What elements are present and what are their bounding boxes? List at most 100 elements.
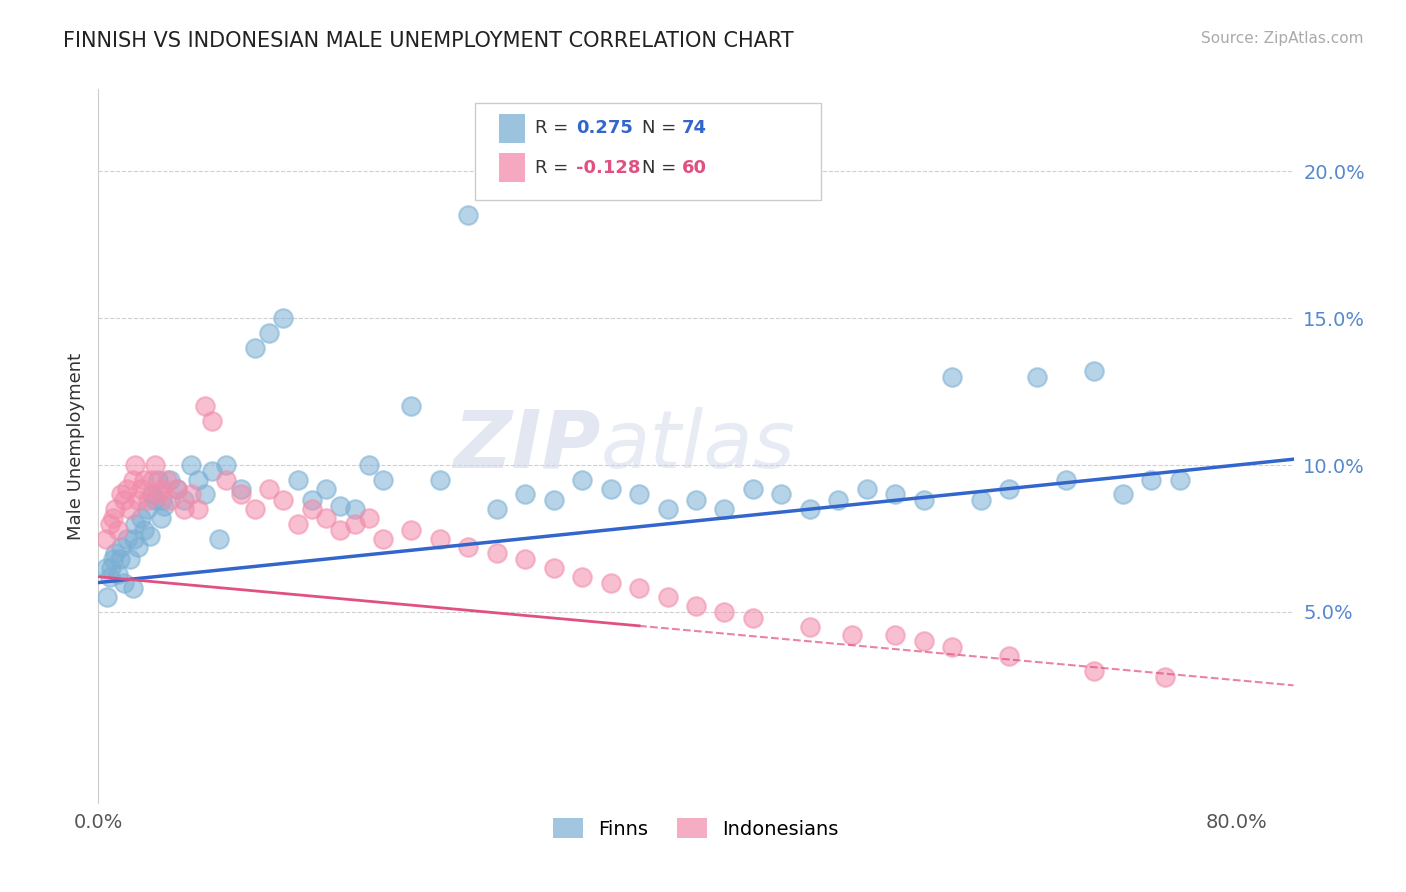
Point — [180, 487, 202, 501]
Text: FINNISH VS INDONESIAN MALE UNEMPLOYMENT CORRELATION CHART: FINNISH VS INDONESIAN MALE UNEMPLOYMENT … — [63, 31, 794, 51]
FancyBboxPatch shape — [499, 114, 524, 143]
Point — [401, 400, 423, 414]
Point — [884, 628, 907, 642]
Point — [152, 493, 174, 508]
Point — [257, 482, 280, 496]
Point — [201, 464, 224, 478]
Point — [135, 502, 157, 516]
Point — [121, 582, 143, 596]
Point — [357, 511, 380, 525]
Point — [799, 502, 821, 516]
Point — [998, 648, 1021, 663]
Point — [515, 552, 537, 566]
Point — [229, 487, 252, 501]
Point — [141, 473, 163, 487]
Point — [301, 493, 323, 508]
Point — [124, 458, 146, 472]
Point — [152, 482, 174, 496]
Point — [287, 516, 309, 531]
Text: Source: ZipAtlas.com: Source: ZipAtlas.com — [1201, 31, 1364, 46]
Text: N =: N = — [643, 159, 682, 177]
Point — [485, 502, 508, 516]
Point — [96, 591, 118, 605]
Point — [243, 502, 266, 516]
Point — [273, 311, 295, 326]
Point — [799, 619, 821, 633]
Point — [257, 326, 280, 340]
Point — [628, 487, 651, 501]
Point — [107, 566, 129, 581]
Point — [115, 532, 138, 546]
Point — [599, 482, 621, 496]
Point — [912, 634, 935, 648]
Point — [101, 511, 124, 525]
Point — [827, 493, 849, 508]
Point — [127, 541, 149, 555]
Point — [457, 209, 479, 223]
Point — [429, 532, 451, 546]
Point — [941, 370, 963, 384]
Point — [132, 523, 155, 537]
Text: -0.128: -0.128 — [576, 159, 641, 177]
Point — [110, 541, 132, 555]
Point — [371, 473, 394, 487]
Point — [628, 582, 651, 596]
Text: ZIP: ZIP — [453, 407, 600, 485]
Point — [124, 516, 146, 531]
Y-axis label: Male Unemployment: Male Unemployment — [66, 352, 84, 540]
Point — [138, 528, 160, 542]
Point — [194, 400, 217, 414]
Point — [187, 502, 209, 516]
Point — [136, 493, 159, 508]
Point — [1083, 364, 1105, 378]
Point — [998, 482, 1021, 496]
Point — [329, 499, 352, 513]
Point — [159, 473, 181, 487]
Point — [657, 502, 679, 516]
Point — [110, 487, 132, 501]
Point — [148, 473, 170, 487]
Text: atlas: atlas — [600, 407, 796, 485]
Text: N =: N = — [643, 120, 682, 137]
Point — [118, 552, 141, 566]
Point — [132, 473, 155, 487]
Point — [301, 502, 323, 516]
Point — [969, 493, 991, 508]
Point — [94, 532, 117, 546]
Point — [1054, 473, 1077, 487]
Point — [180, 458, 202, 472]
Point — [315, 511, 337, 525]
Point — [112, 575, 135, 590]
Point — [685, 599, 707, 613]
Point — [173, 502, 195, 516]
Point — [287, 473, 309, 487]
Point — [94, 561, 117, 575]
Point — [243, 341, 266, 355]
Point — [515, 487, 537, 501]
Point — [215, 458, 238, 472]
Point — [855, 482, 877, 496]
Point — [159, 493, 181, 508]
Point — [215, 473, 238, 487]
Point — [107, 523, 129, 537]
Point — [229, 482, 252, 496]
Point — [166, 482, 188, 496]
Point — [173, 493, 195, 508]
Point — [713, 502, 735, 516]
Point — [100, 561, 122, 575]
Point — [329, 523, 352, 537]
Point — [1112, 487, 1135, 501]
Point — [657, 591, 679, 605]
Point — [685, 493, 707, 508]
Point — [429, 473, 451, 487]
Point — [1154, 669, 1177, 683]
Point — [112, 493, 135, 508]
Point — [129, 511, 152, 525]
Point — [741, 611, 763, 625]
Point — [941, 640, 963, 655]
Point — [127, 493, 149, 508]
Point — [156, 473, 179, 487]
Text: R =: R = — [534, 159, 574, 177]
Text: 74: 74 — [682, 120, 707, 137]
Point — [273, 493, 295, 508]
